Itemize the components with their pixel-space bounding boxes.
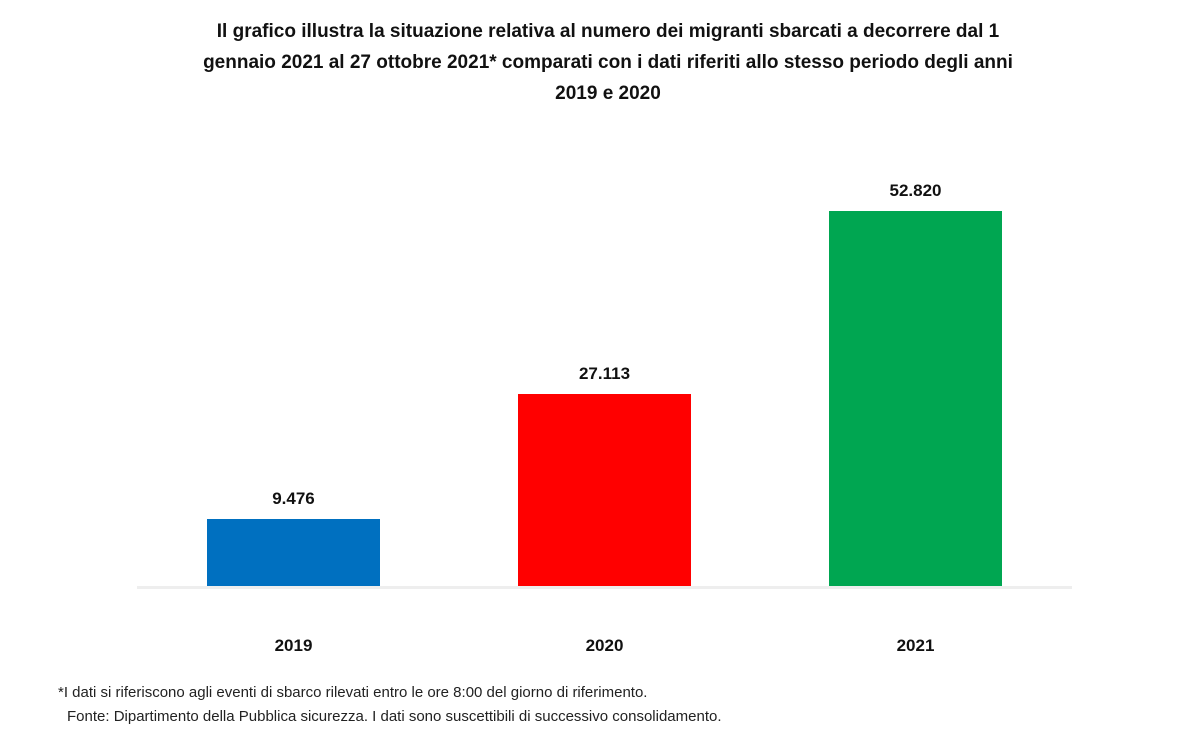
x-tick-label-2019: 2019: [274, 636, 313, 655]
footnote-asterisk: *I dati si riferiscono agli eventi di sb…: [58, 684, 648, 701]
bar-2019: [207, 519, 380, 586]
bar-value-label-2021: 52.820: [889, 181, 942, 200]
chart-title: Il grafico illustra la situazione relati…: [203, 21, 1013, 104]
bar-2021: [829, 211, 1002, 586]
x-axis-line: [137, 586, 1072, 589]
footnote-source: Fonte: Dipartimento della Pubblica sicur…: [67, 708, 722, 725]
x-tick-label-2021: 2021: [896, 636, 935, 655]
x-tick-label-2020: 2020: [585, 636, 624, 655]
bar-2020: [518, 394, 691, 586]
bar-value-label-2019: 9.476: [272, 489, 315, 508]
bar-value-label-2020: 27.113: [578, 364, 631, 383]
